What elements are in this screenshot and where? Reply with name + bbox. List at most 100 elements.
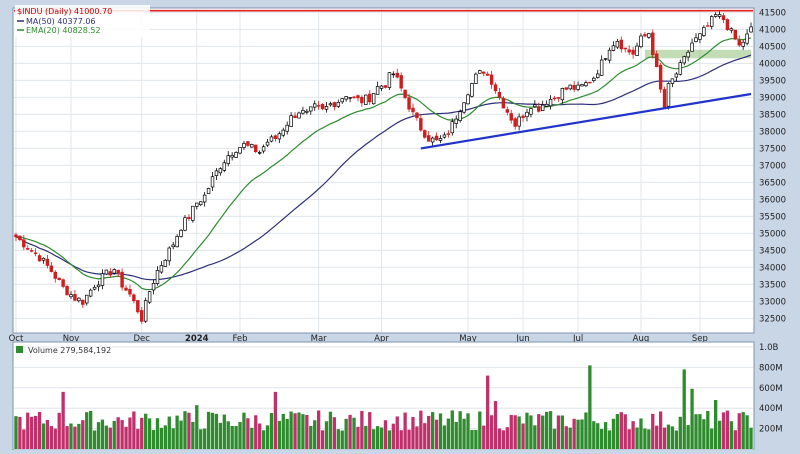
volume-bar: [423, 423, 427, 449]
candle-body: [171, 244, 175, 248]
price-series: [14, 9, 753, 324]
candle-body: [702, 27, 706, 36]
volume-bar: [57, 412, 61, 449]
candle-body: [33, 252, 38, 255]
date-tick-label: Nov: [63, 334, 80, 344]
volume-bar: [175, 415, 179, 449]
volume-bar: [226, 421, 230, 449]
volume-bar: [171, 428, 175, 449]
price-grid: [14, 9, 753, 332]
volume-bar: [647, 429, 651, 449]
candle-body: [26, 248, 30, 250]
candle-body: [615, 40, 620, 48]
volume-bar: [596, 423, 600, 449]
candle-body: [391, 73, 396, 76]
volume-bar: [45, 420, 50, 449]
candle-body: [580, 84, 584, 87]
volume-bar: [749, 427, 753, 449]
volume-bar: [489, 415, 494, 449]
candle-body: [686, 51, 690, 58]
candle-body: [501, 98, 506, 109]
date-tick-label: Mar: [311, 334, 328, 344]
candle-body: [643, 34, 647, 37]
volume-bar: [30, 416, 34, 449]
price-tick-label: 33000: [759, 297, 786, 307]
candle-body: [647, 33, 651, 38]
volume-bar: [289, 411, 293, 449]
candle-body: [340, 98, 344, 103]
candle-body: [183, 217, 187, 231]
candle-body: [438, 138, 443, 141]
price-tick-label: 34000: [759, 263, 786, 273]
volume-bar: [364, 425, 368, 449]
candle-body: [682, 56, 686, 64]
candle-body: [124, 287, 128, 291]
candle-body: [143, 300, 148, 322]
ema20-line: [15, 37, 752, 291]
candle-body: [297, 112, 301, 119]
candle-body: [458, 111, 462, 121]
price-tick-label: 33500: [759, 280, 786, 290]
volume-bar: [14, 416, 18, 449]
volume-bar: [336, 429, 340, 449]
candle-body: [265, 141, 270, 146]
volume-bar: [344, 418, 348, 449]
candle-body: [84, 294, 89, 304]
volume-bar: [501, 430, 506, 449]
volume-bar: [144, 413, 148, 449]
candle-body: [332, 102, 337, 108]
candle-body: [596, 73, 600, 78]
volume-bar: [462, 418, 466, 449]
candle-body: [423, 130, 427, 138]
price-tick-label: 37500: [759, 144, 786, 154]
volume-bar: [541, 415, 545, 449]
price-tick-label: 36500: [759, 178, 786, 188]
volume-grid: [14, 346, 753, 430]
volume-bar: [96, 422, 101, 449]
candle-body: [324, 106, 329, 110]
volume-bar: [108, 427, 112, 449]
candle-body: [482, 71, 486, 74]
candle-body: [155, 270, 160, 284]
volume-bar: [297, 412, 301, 449]
price-tick-label: 32500: [759, 314, 786, 324]
volume-tick-label: 1.0B: [759, 343, 779, 353]
candle-body: [478, 70, 482, 74]
volume-bar: [611, 418, 616, 449]
date-tick-label: 2024: [185, 334, 209, 344]
price-tick-label: 38000: [759, 127, 786, 137]
volume-bar: [285, 418, 289, 449]
candle-body: [198, 201, 203, 206]
candle-body: [552, 97, 557, 100]
candle-body: [419, 118, 423, 131]
volume-bar: [234, 426, 238, 449]
candle-body: [222, 162, 227, 171]
candle-body: [281, 129, 285, 136]
volume-bar: [430, 412, 435, 449]
volume-bar: [706, 411, 710, 449]
volume-bar: [269, 413, 274, 449]
candle-body: [426, 135, 431, 142]
candle-body: [368, 93, 372, 103]
candle-body: [627, 49, 631, 53]
volume-tick-label: 600M: [759, 384, 783, 394]
candle-body: [37, 255, 42, 262]
candle-body: [57, 277, 61, 280]
volume-bar: [537, 414, 541, 449]
volume-bar: [639, 418, 643, 449]
volume-panel: [12, 341, 755, 451]
candle-body: [277, 133, 282, 140]
volume-bar: [415, 426, 419, 449]
volume-bar: [202, 428, 207, 449]
candle-body: [749, 26, 753, 33]
volume-bar: [230, 425, 234, 449]
candle-body: [73, 294, 77, 301]
candle-body: [293, 115, 297, 119]
volume-bar: [513, 415, 517, 449]
candle-body: [537, 106, 541, 112]
volume-bar: [643, 428, 647, 449]
volume-bar: [65, 426, 69, 449]
candle-body: [474, 73, 478, 84]
candle-body: [741, 41, 745, 47]
